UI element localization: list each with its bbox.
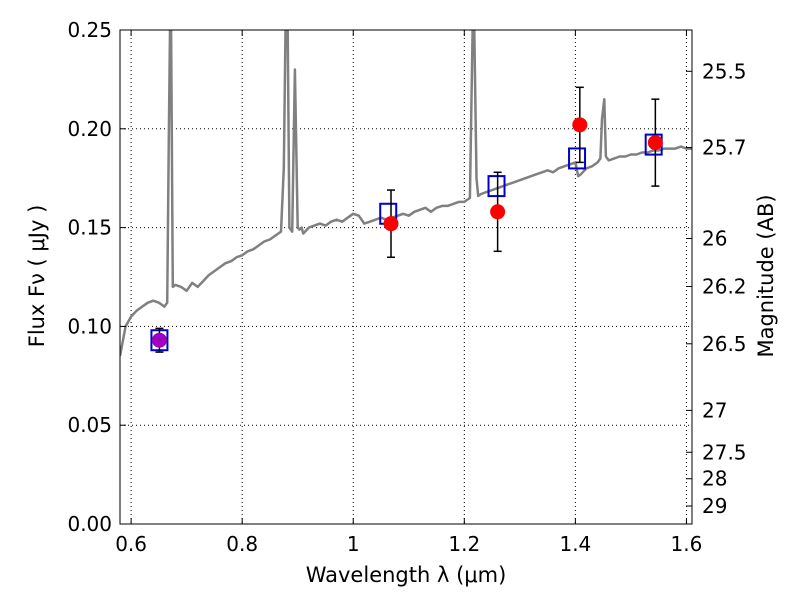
model-spectrum-line <box>120 30 692 357</box>
photometry-markers-layer <box>150 86 663 353</box>
x-tick-label: 1 <box>347 532 360 556</box>
right-tick-label: 25.5 <box>702 59 747 83</box>
right-tick-label: 26.5 <box>702 332 747 356</box>
y-axis-label: Flux Fν ( μJy ) <box>25 205 49 348</box>
x-axis-label: Wavelength λ (μm) <box>306 563 507 587</box>
x-tick-label: 1.2 <box>448 532 480 556</box>
x-tick-label: 0.6 <box>115 532 147 556</box>
observed-flux-point <box>383 216 399 232</box>
x-tick-label: 1.6 <box>671 532 703 556</box>
model-spectrum-layer <box>120 30 692 357</box>
x-tick-labels: 0.6 0.8 1 1.2 1.4 1.6 <box>115 532 702 556</box>
y-tick-labels: 0.00 0.05 0.10 0.15 0.20 0.25 <box>67 18 112 536</box>
x-tick-label: 0.8 <box>226 532 258 556</box>
grid-lines <box>120 30 692 524</box>
right-tick-label: 28 <box>702 467 727 491</box>
right-tick-label: 26 <box>702 226 727 250</box>
right-axis-label: Magnitude (AB) <box>754 194 778 357</box>
right-tick-label: 25.7 <box>702 136 747 160</box>
right-tick-label: 27.5 <box>702 440 747 464</box>
y-tick-label: 0.20 <box>67 117 112 141</box>
observed-flux-point <box>572 117 588 133</box>
right-tick-label: 29 <box>702 494 727 518</box>
observed-flux-point <box>151 332 167 348</box>
right-tick-labels: 25.5 25.7 26 26.2 26.5 27 27.5 28 29 <box>702 59 747 518</box>
observed-flux-point <box>490 204 506 220</box>
plot-frame <box>119 29 693 525</box>
y-tick-label: 0.10 <box>67 314 112 338</box>
observed-flux-point <box>647 135 663 151</box>
x-tick-label: 1.4 <box>559 532 591 556</box>
y-tick-label: 0.00 <box>67 512 112 536</box>
model-photometry-square <box>487 175 506 198</box>
y-tick-label: 0.05 <box>67 413 112 437</box>
right-tick-label: 26.2 <box>702 274 747 298</box>
right-tick-label: 27 <box>702 398 727 422</box>
y-tick-label: 0.25 <box>67 18 112 42</box>
y-tick-label: 0.15 <box>67 216 112 240</box>
model-photometry-square <box>568 147 587 170</box>
